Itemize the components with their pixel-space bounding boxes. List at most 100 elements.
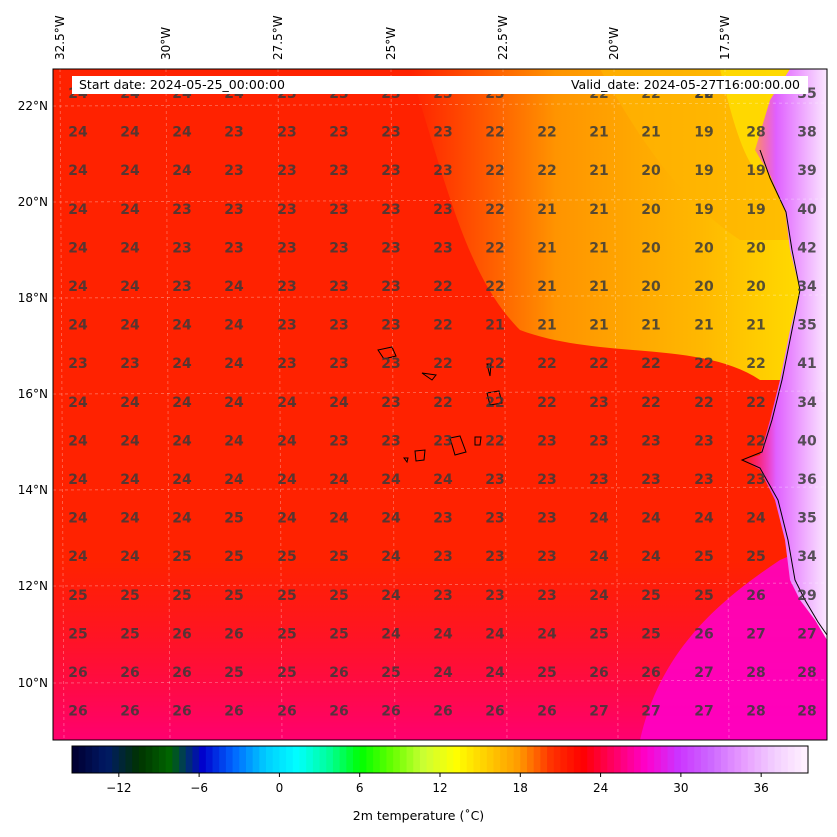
temperature-value: 25 [224, 665, 243, 681]
colorbar-segment [373, 746, 381, 773]
temperature-value: 23 [433, 511, 452, 527]
temperature-value: 23 [277, 202, 296, 218]
temperature-value: 21 [641, 318, 660, 334]
temperature-value: 23 [381, 395, 400, 411]
temperature-value: 23 [277, 163, 296, 179]
colorbar-segment [774, 746, 782, 773]
latitude-label: 14°N [18, 483, 48, 497]
header-bar: Start date: 2024-05-25_00:00:00 Valid_da… [72, 76, 808, 94]
colorbar-tick-label: 18 [513, 781, 528, 795]
temperature-value: 35 [797, 511, 816, 527]
temperature-value: 23 [277, 279, 296, 295]
colorbar-segment [513, 746, 521, 773]
temperature-value: 27 [746, 626, 765, 642]
colorbar-segment [620, 746, 628, 773]
temperature-value: 23 [433, 433, 452, 449]
temperature-value: 23 [120, 356, 139, 372]
colorbar-tick-label: 12 [432, 781, 447, 795]
colorbar-segment [721, 746, 729, 773]
temperature-value: 24 [120, 279, 140, 295]
temperature-value: 34 [797, 549, 817, 565]
colorbar-segment [199, 746, 207, 773]
colorbar-tick-label: 24 [593, 781, 608, 795]
colorbar-segment [714, 746, 722, 773]
temperature-value: 23 [277, 356, 296, 372]
temperature-value: 23 [224, 202, 243, 218]
temperature-values: 24 24 24 24 23 23 23 23 23 22 22 22 20 35 24 24 24 23 23 23… [68, 86, 817, 720]
temperature-value: 39 [797, 163, 816, 179]
temperature-value: 22 [433, 318, 452, 334]
colorbar-segment [353, 746, 361, 773]
temperature-value: 24 [224, 433, 244, 449]
temperature-value: 22 [537, 163, 556, 179]
temperature-value: 24 [172, 472, 192, 488]
temperature-value: 26 [68, 704, 87, 720]
temperature-value: 24 [381, 511, 401, 527]
temperature-value: 26 [746, 588, 765, 604]
temperature-value: 24 [172, 318, 192, 334]
temperature-value: 23 [277, 318, 296, 334]
colorbar-segment [580, 746, 588, 773]
temperature-value: 23 [172, 202, 191, 218]
colorbar-segment [158, 746, 167, 773]
temperature-value: 25 [224, 549, 243, 565]
colorbar-segment [272, 746, 280, 773]
colorbar-segment [600, 746, 608, 773]
colorbar-segment [426, 746, 434, 773]
temperature-value: 28 [797, 704, 816, 720]
colorbar-segment [145, 746, 153, 773]
temperature-value: 25 [641, 588, 660, 604]
colorbar-segment [440, 746, 448, 773]
colorbar-segment [245, 746, 254, 773]
colorbar-segment [252, 746, 260, 773]
colorbar-segment [466, 746, 474, 773]
temperature-value: 23 [433, 202, 452, 218]
temperature-value: 25 [120, 626, 139, 642]
temperature-value: 22 [641, 395, 660, 411]
colorbar-segment [674, 746, 682, 773]
temperature-value: 23 [329, 125, 348, 141]
colorbar-segment [754, 746, 762, 773]
colorbar-segment [92, 746, 100, 773]
temperature-value: 23 [329, 202, 348, 218]
temperature-value: 25 [277, 665, 296, 681]
temperature-value: 23 [433, 163, 452, 179]
temperature-value: 20 [641, 163, 661, 179]
temperature-value: 21 [589, 318, 608, 334]
colorbar-segment [486, 746, 495, 773]
temperature-value: 23 [329, 163, 348, 179]
temperature-value: 21 [694, 318, 713, 334]
island-boa-vista [486, 390, 503, 406]
temperature-value: 26 [329, 704, 348, 720]
temperature-value: 22 [433, 279, 452, 295]
latitude-label: 18°N [18, 291, 48, 305]
temperature-value: 24 [641, 549, 661, 565]
temperature-value: 24 [224, 356, 244, 372]
temperature-value: 24 [381, 472, 401, 488]
temperature-value: 25 [381, 665, 400, 681]
temperature-value: 24 [277, 472, 297, 488]
temperature-value: 23 [381, 163, 400, 179]
colorbar-segment [587, 746, 595, 773]
temperature-value: 24 [68, 163, 88, 179]
temperature-value: 24 [172, 511, 192, 527]
temperature-value: 24 [224, 318, 244, 334]
temperature-value: 28 [797, 665, 816, 681]
temperature-value: 26 [641, 665, 660, 681]
temperature-value: 26 [589, 665, 608, 681]
temperature-value: 23 [224, 125, 243, 141]
colorbar-segment [741, 746, 749, 773]
temperature-value: 24 [694, 511, 714, 527]
colorbar-segment [506, 746, 515, 773]
colorbar-segment [406, 746, 414, 773]
temperature-value: 23 [329, 356, 348, 372]
temperature-value: 26 [224, 626, 243, 642]
temperature-value: 24 [172, 125, 192, 141]
temperature-value: 21 [589, 163, 608, 179]
temperature-value: 24 [68, 472, 88, 488]
temperature-value: 23 [589, 472, 608, 488]
temperature-value: 27 [589, 704, 608, 720]
temperature-value: 23 [589, 433, 608, 449]
colorbar-segment [98, 746, 106, 773]
colorbar-segment [279, 746, 287, 773]
